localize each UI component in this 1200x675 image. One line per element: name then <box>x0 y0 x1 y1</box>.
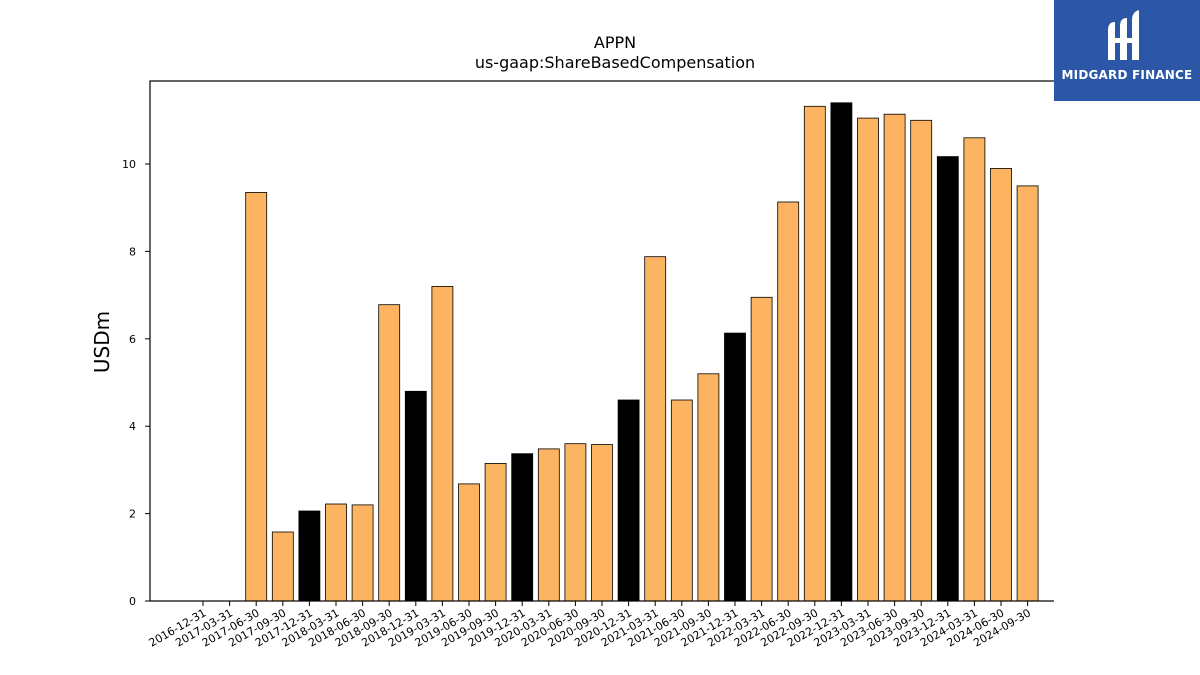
y-axis: 0 2 4 6 8 10 <box>122 158 150 608</box>
bar-2018-03-31 <box>325 503 347 602</box>
y-tick-label: 6 <box>129 333 136 346</box>
bar-2017-09-30 <box>271 531 294 602</box>
bar-2022-09-30 <box>803 105 826 602</box>
x-axis: 2016-12-312017-03-312017-06-302017-09-30… <box>147 601 1033 650</box>
bar-2018-06-30 <box>351 504 374 602</box>
chart-subtitle: us-gaap:ShareBasedCompensation <box>475 53 755 72</box>
bar-2021-09-30 <box>697 373 720 602</box>
y-tick-label: 10 <box>122 158 136 171</box>
y-tick-label: 4 <box>129 420 136 433</box>
midgard-finance-logo: MIDGARD FINANCE <box>1054 0 1200 101</box>
bar-2018-12-31 <box>404 390 427 602</box>
y-tick-label: 2 <box>129 508 136 521</box>
bar-2021-12-31 <box>724 332 746 602</box>
bar-2023-12-31 <box>936 156 959 602</box>
chart-title: APPN <box>594 33 636 52</box>
bar-2018-09-30 <box>378 304 401 602</box>
bar-2021-03-31 <box>644 256 667 602</box>
bar-2024-09-30 <box>1016 185 1039 602</box>
bar-2022-03-31 <box>750 296 773 602</box>
bar-2023-03-31 <box>857 117 879 602</box>
bar-chart: APPN us-gaap:ShareBasedCompensation USDm… <box>90 33 1054 650</box>
bar-2020-06-30 <box>564 443 587 602</box>
bar-2020-12-31 <box>617 399 640 602</box>
bar-2019-12-31 <box>511 453 534 602</box>
y-tick-label: 8 <box>129 245 136 258</box>
bars-group <box>245 102 1039 602</box>
bar-2019-03-31 <box>431 285 454 602</box>
bar-2019-09-30 <box>484 462 507 602</box>
logo-text: MIDGARD FINANCE <box>1061 68 1193 82</box>
bar-2022-12-31 <box>830 102 853 602</box>
y-axis-label: USDm <box>90 311 114 373</box>
bar-2020-03-31 <box>537 448 560 602</box>
y-tick-label: 0 <box>129 595 136 608</box>
bar-2022-06-30 <box>777 201 800 602</box>
bar-2020-09-30 <box>591 444 613 602</box>
bar-2019-06-30 <box>458 483 480 602</box>
bar-2024-06-30 <box>990 167 1012 602</box>
bar-2017-06-30 <box>245 191 268 602</box>
bar-2024-03-31 <box>963 137 986 602</box>
bar-2023-09-30 <box>910 119 933 602</box>
bar-2017-12-31 <box>298 510 321 602</box>
midgard-logo-icon <box>1108 10 1139 60</box>
bar-2021-06-30 <box>670 399 693 602</box>
bar-2023-06-30 <box>883 113 906 602</box>
plot-frame <box>149 80 1054 602</box>
